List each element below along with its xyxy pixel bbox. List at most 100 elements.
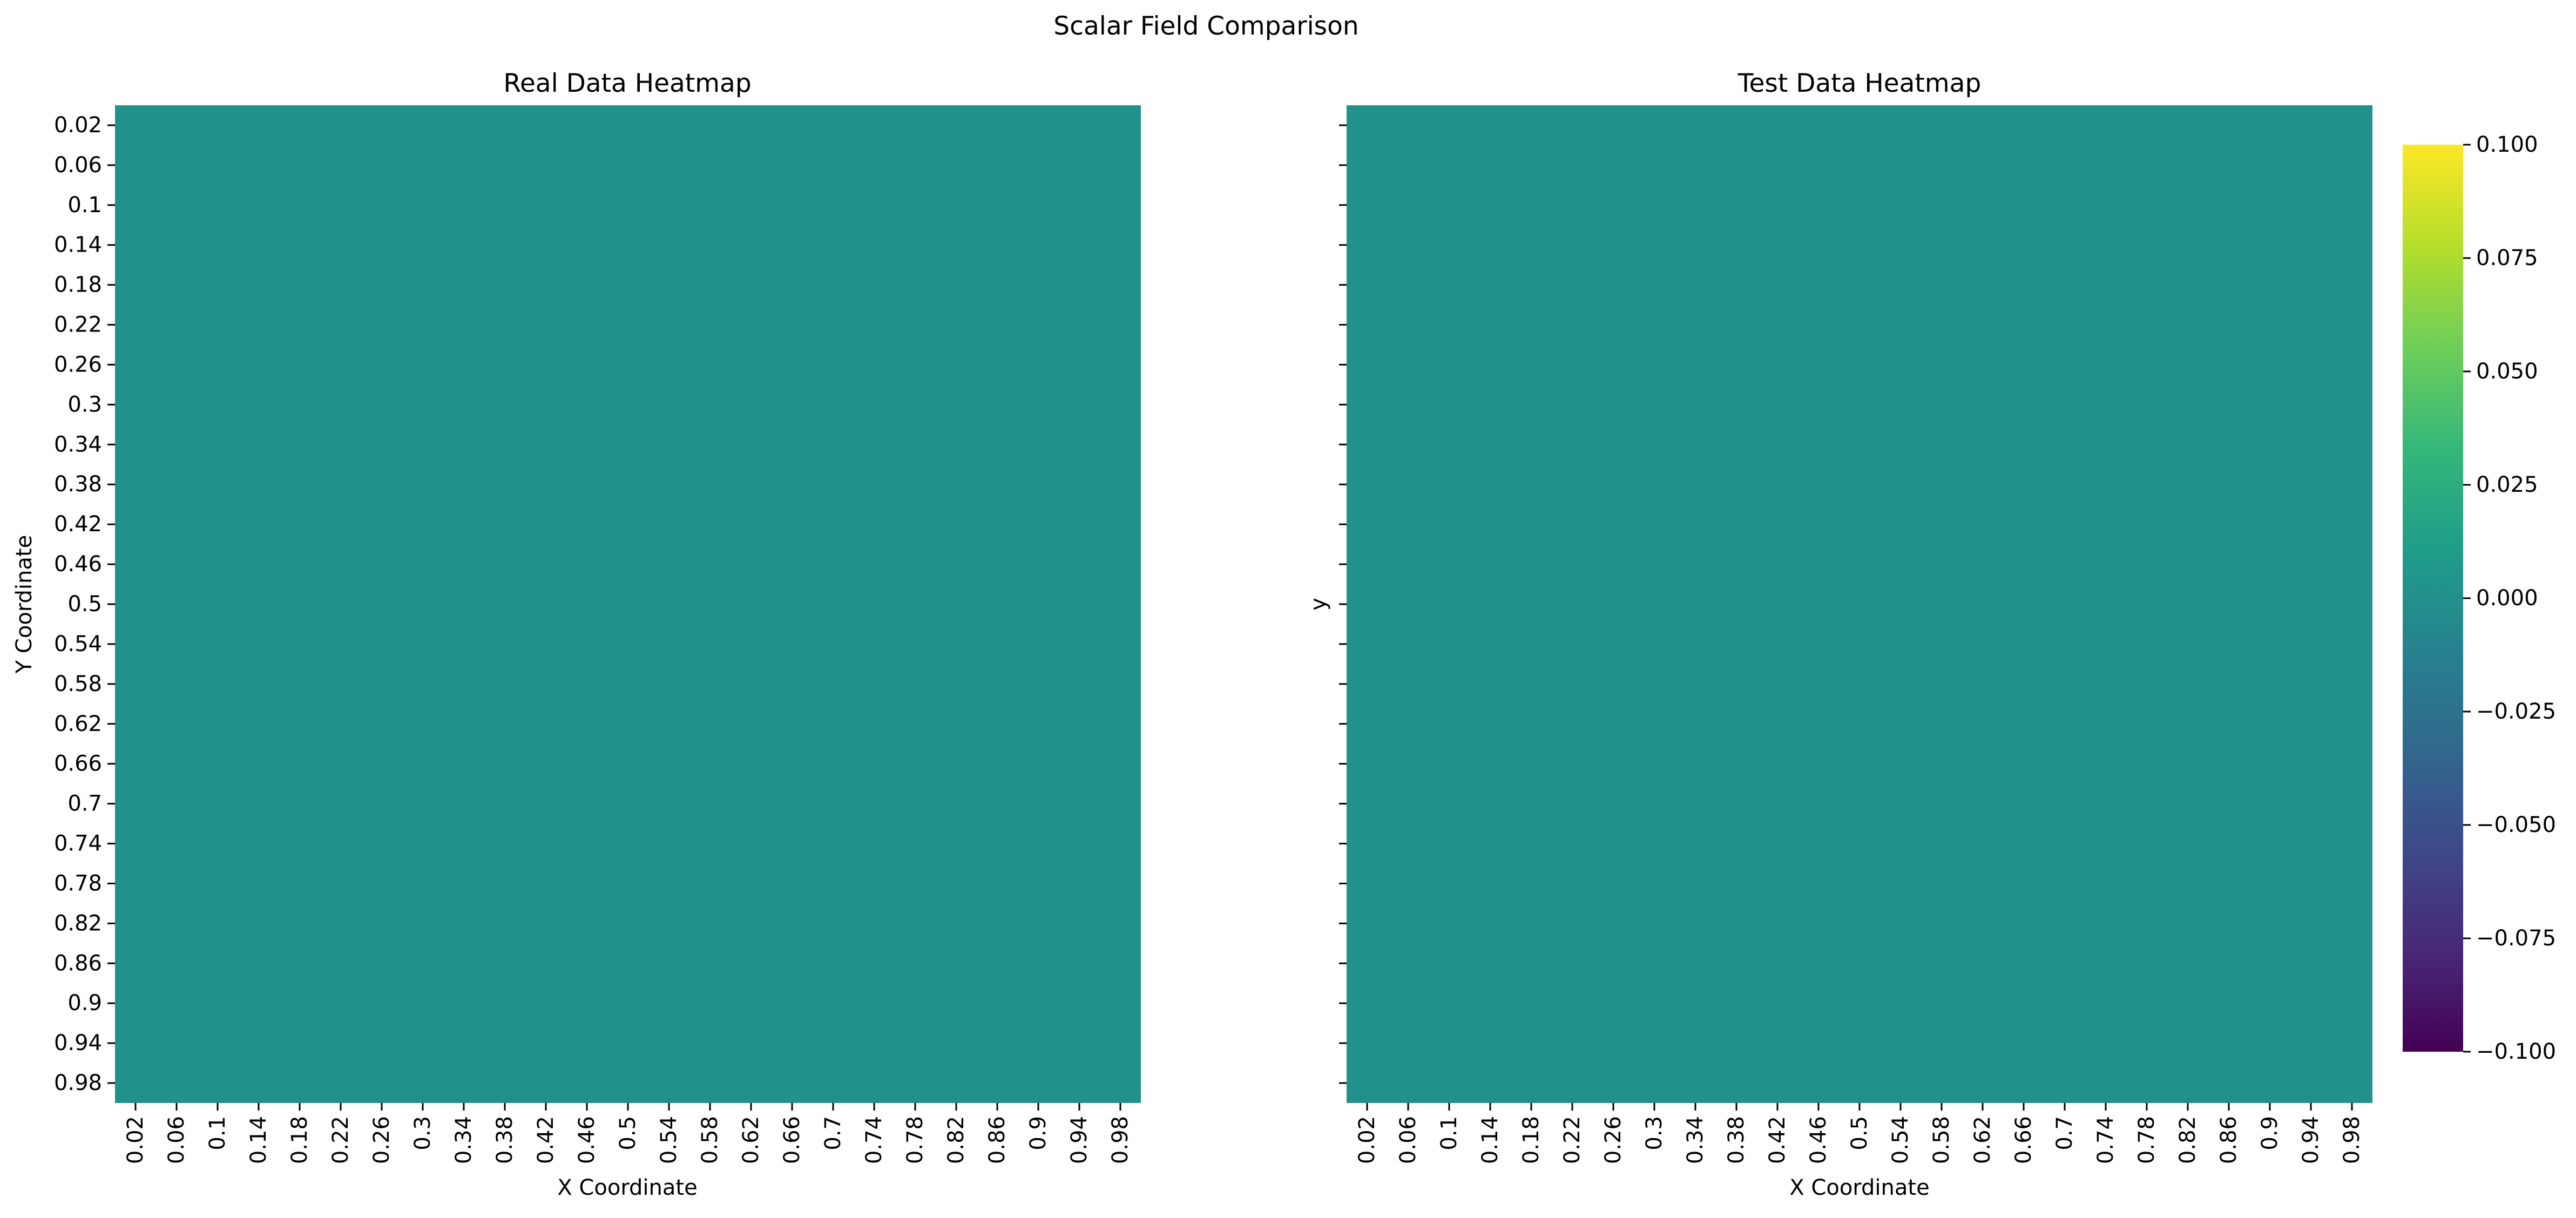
y-tick-label: 0.46 [54, 552, 102, 577]
colorbar-tick-label: 0.075 [2476, 246, 2538, 270]
x-tick-label: 0.9 [1026, 1116, 1051, 1151]
x-tick-label: 0.3 [1642, 1116, 1667, 1151]
real-x-ticks: 0.02 0.06 0.1 0.14 0.18 0.22 0.26 0.3 0.34 0.38 0.… [123, 1103, 1133, 1164]
y-tick-label: 0.34 [54, 432, 102, 457]
x-tick-label: 0.62 [739, 1116, 763, 1164]
y-tick-label: 0.82 [54, 911, 102, 936]
colorbar-ticks: 0.100 0.075 0.050 0.025 0.000 −0.025 −0.050 −0.… [2463, 132, 2556, 1064]
colorbar-tick-label: −0.025 [2476, 699, 2556, 724]
x-tick-label: 0.1 [205, 1116, 230, 1151]
x-tick-label: 0.66 [780, 1116, 804, 1164]
real-y-ticks: 0.02 0.06 0.1 0.14 0.18 0.22 0.26 0.3 0.34 0.38 0.… [54, 113, 115, 1095]
x-tick-label: 0.86 [2216, 1116, 2241, 1164]
y-tick-label: 0.86 [54, 951, 102, 976]
x-tick-label: 0.14 [1478, 1116, 1503, 1164]
x-tick-label: 0.18 [287, 1116, 312, 1164]
x-tick-label: 0.26 [1601, 1116, 1626, 1164]
x-tick-label: 0.78 [903, 1116, 928, 1164]
y-tick-label: 0.5 [67, 592, 102, 617]
colorbar-gradient [2403, 145, 2463, 1052]
x-tick-label: 0.9 [2257, 1116, 2282, 1151]
x-tick-label: 0.78 [2134, 1116, 2159, 1164]
x-tick-label: 0.3 [410, 1116, 435, 1151]
x-tick-label: 0.58 [698, 1116, 722, 1164]
x-tick-label: 0.22 [1560, 1116, 1585, 1164]
x-tick-label: 0.94 [2298, 1116, 2323, 1164]
real-heatmap-cells [115, 105, 1141, 1103]
y-tick-label: 0.14 [54, 233, 102, 258]
x-tick-label: 0.34 [451, 1116, 476, 1164]
y-tick-label: 0.9 [67, 991, 102, 1016]
y-tick-label: 0.1 [67, 193, 102, 218]
x-tick-label: 0.66 [2011, 1116, 2036, 1164]
x-tick-label: 0.46 [1806, 1116, 1831, 1164]
x-tick-label: 0.7 [821, 1116, 846, 1151]
colorbar: 0.100 0.075 0.050 0.025 0.000 −0.025 −0.050 −0.… [2403, 132, 2556, 1064]
y-tick-label: 0.98 [54, 1071, 102, 1095]
test-heatmap-cells [1347, 105, 2372, 1103]
x-tick-label: 0.06 [164, 1116, 189, 1164]
x-tick-label: 0.82 [944, 1116, 969, 1164]
y-tick-label: 0.06 [54, 153, 102, 178]
x-tick-label: 0.54 [657, 1116, 681, 1164]
test-data-panel: Test Data Heatmap 0.02 0.06 0.1 0.14 0.18 0.2… [1306, 69, 2372, 1200]
x-tick-label: 0.7 [2052, 1116, 2077, 1151]
colorbar-tick-label: 0.025 [2476, 472, 2538, 497]
figure-title: Scalar Field Comparison [1053, 11, 1358, 41]
x-tick-label: 0.38 [492, 1116, 517, 1164]
y-tick-label: 0.18 [54, 273, 102, 297]
y-tick-label: 0.7 [67, 791, 102, 816]
y-tick-label: 0.66 [54, 752, 102, 776]
x-tick-label: 0.74 [862, 1116, 887, 1164]
test-x-ticks: 0.02 0.06 0.1 0.14 0.18 0.22 0.26 0.3 0.34 0.38 0.… [1355, 1103, 2364, 1164]
y-tick-label: 0.74 [54, 831, 102, 856]
y-tick-label: 0.78 [54, 871, 102, 896]
y-tick-label: 0.42 [54, 512, 102, 537]
y-tick-label: 0.38 [54, 472, 102, 497]
x-tick-label: 0.82 [2175, 1116, 2200, 1164]
test-y-axis-label: y [1306, 598, 1331, 611]
x-tick-label: 0.02 [123, 1116, 148, 1164]
y-tick-label: 0.62 [54, 712, 102, 736]
x-tick-label: 0.38 [1724, 1116, 1749, 1164]
colorbar-tick-label: −0.075 [2476, 926, 2556, 951]
x-tick-label: 0.74 [2093, 1116, 2118, 1164]
x-tick-label: 0.22 [328, 1116, 353, 1164]
y-tick-label: 0.3 [67, 392, 102, 417]
x-tick-label: 0.98 [2340, 1116, 2364, 1164]
real-data-panel: Real Data Heatmap 0.02 0.06 0.1 0.14 0.18 0.2… [12, 69, 1141, 1200]
x-tick-label: 0.42 [1765, 1116, 1790, 1164]
test-x-axis-label: X Coordinate [1789, 1175, 1929, 1200]
colorbar-tick-label: −0.050 [2476, 813, 2556, 837]
y-tick-label: 0.26 [54, 352, 102, 377]
x-tick-label: 0.86 [985, 1116, 1010, 1164]
x-tick-label: 0.54 [1888, 1116, 1913, 1164]
y-tick-label: 0.58 [54, 672, 102, 696]
real-x-axis-label: X Coordinate [557, 1175, 697, 1200]
colorbar-tick-label: 0.000 [2476, 586, 2538, 611]
x-tick-label: 0.98 [1108, 1116, 1133, 1164]
x-tick-label: 0.5 [616, 1116, 640, 1151]
colorbar-tick-label: 0.050 [2476, 359, 2538, 384]
y-tick-label: 0.02 [54, 113, 102, 138]
x-tick-label: 0.26 [369, 1116, 394, 1164]
x-tick-label: 0.02 [1355, 1116, 1380, 1164]
real-y-axis-label: Y Coordinate [12, 535, 37, 674]
x-tick-label: 0.62 [1970, 1116, 1995, 1164]
x-tick-label: 0.34 [1683, 1116, 1708, 1164]
x-tick-label: 0.18 [1519, 1116, 1544, 1164]
x-tick-label: 0.14 [246, 1116, 271, 1164]
x-tick-label: 0.46 [574, 1116, 599, 1164]
y-tick-label: 0.94 [54, 1031, 102, 1055]
x-tick-label: 0.58 [1929, 1116, 1954, 1164]
y-tick-label: 0.22 [54, 313, 102, 337]
test-y-ticks [1339, 124, 1347, 1084]
colorbar-tick-label: −0.100 [2476, 1039, 2556, 1064]
colorbar-tick-label: 0.100 [2476, 132, 2538, 157]
y-tick-label: 0.54 [54, 632, 102, 657]
test-panel-title: Test Data Heatmap [1737, 69, 1982, 98]
real-panel-title: Real Data Heatmap [503, 69, 751, 98]
x-tick-label: 0.94 [1067, 1116, 1092, 1164]
x-tick-label: 0.42 [533, 1116, 558, 1164]
